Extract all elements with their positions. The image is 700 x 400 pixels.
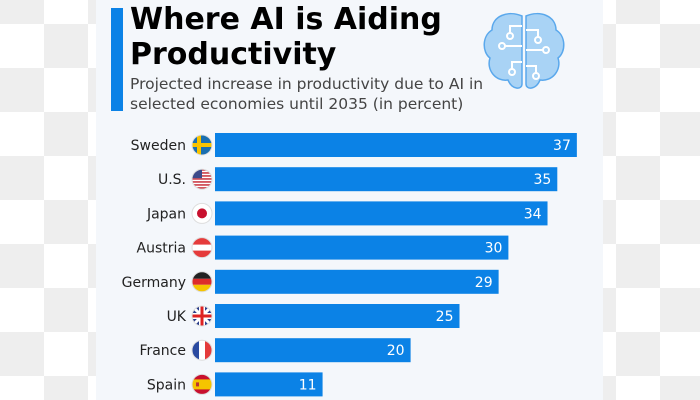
data-label: 35: [533, 172, 551, 188]
category-label: U.S.: [158, 172, 186, 188]
spain-flag-icon: [191, 373, 213, 395]
category-label: Sweden: [131, 138, 186, 154]
category-label: Germany: [122, 275, 186, 291]
data-label: 11: [299, 377, 317, 393]
austria-flag-icon: [191, 237, 213, 259]
bar-us: [215, 167, 558, 192]
title-accent-bar: [111, 8, 123, 111]
us-flag-icon: [191, 168, 213, 190]
brain-circuit-icon: [483, 12, 565, 89]
sweden-flag-icon: [191, 134, 213, 156]
bar-uk: [215, 304, 460, 328]
france-flag-icon: [191, 339, 213, 361]
bar-japan: [215, 201, 548, 226]
bar-germany: [215, 269, 499, 294]
data-label: 20: [387, 343, 405, 359]
category-label: Austria: [137, 241, 186, 257]
bar-sweden: [215, 133, 577, 157]
category-label: Japan: [146, 206, 186, 222]
bar-austria: [215, 235, 509, 260]
bar-france: [215, 338, 411, 363]
category-label: France: [139, 343, 186, 359]
bar-spain: [215, 372, 323, 397]
category-label: UK: [167, 309, 187, 325]
germany-flag-icon: [191, 271, 213, 293]
data-label: 30: [485, 241, 503, 257]
chart-title: Where AI is Aiding Productivity: [130, 2, 442, 72]
category-label: Spain: [147, 377, 186, 393]
data-label: 34: [524, 206, 542, 222]
chart-subtitle: Projected increase in productivity due t…: [130, 75, 484, 113]
data-label: 25: [436, 309, 454, 325]
uk-flag-icon: [191, 305, 213, 327]
data-label: 29: [475, 275, 493, 291]
japan-flag-icon: [191, 202, 213, 224]
data-label: 37: [553, 138, 571, 154]
